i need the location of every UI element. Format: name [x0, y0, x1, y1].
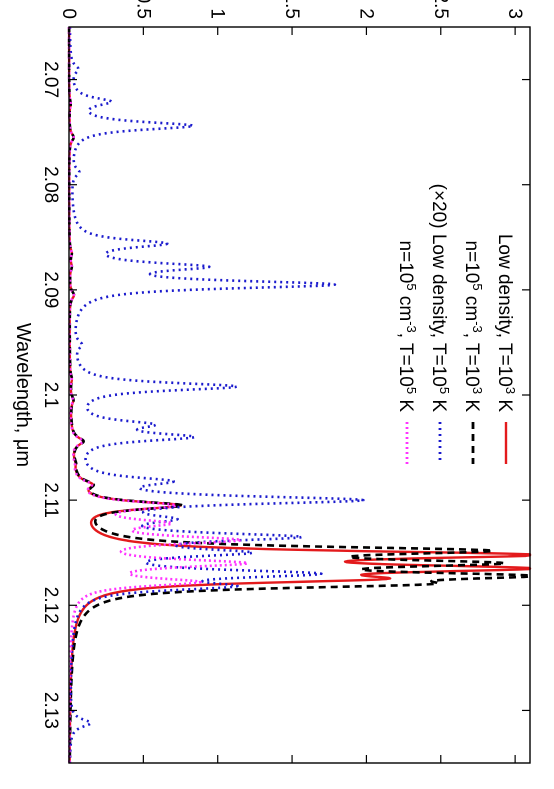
x-tick-label: 2.1: [40, 382, 61, 408]
rotated-plot-group: 2.07 2.08 2.09 2.1 2.11 2.12 2.13 0 0.5 1 1.5 2 2.5…: [12, 0, 532, 764]
legend-label-2: n=105 cm-3, T=103 K: [461, 241, 486, 413]
x-tick-label: 2.12: [40, 587, 61, 624]
x-axis-title: Wavelength, μm: [12, 323, 34, 467]
x-tick-label: 2.07: [40, 61, 61, 98]
y-tick-label: 2: [355, 8, 376, 19]
series-line-2: [67, 26, 532, 764]
x-tick-label: 2.11: [40, 482, 61, 518]
y-axis-ticks: 0 0.5 1 1.5 2 2.5 3: [58, 0, 525, 763]
y-tick-label: 1.5: [281, 0, 302, 19]
plot-frame: [68, 26, 531, 764]
legend-label-4: n=105 cm-3, T=105 K: [395, 241, 420, 413]
x-tick-label: 2.13: [40, 692, 61, 729]
x-tick-label: 2.08: [40, 166, 61, 203]
series-line-1: [67, 26, 532, 764]
legend-label-1: Low density, T=103 K: [494, 234, 519, 412]
series-layer: [67, 26, 532, 764]
x-tick-label: 2.09: [40, 271, 61, 308]
y-tick-label: 2.5: [430, 0, 451, 19]
y-tick-label: 0.5: [132, 0, 153, 19]
series-line-4: [67, 26, 250, 764]
legend-label-3: (×20) Low density, T=105 K: [428, 184, 453, 413]
y-tick-label: 3: [504, 8, 525, 19]
legend: Low density, T=103 K n=105 cm-3, T=103 K (…: [395, 184, 519, 464]
y-tick-label: 0: [58, 8, 79, 19]
y-tick-label: 1: [207, 8, 228, 19]
x-axis-ticks: 2.07 2.08 2.09 2.1 2.11 2.12 2.13: [40, 61, 530, 729]
series-line-3: [68, 26, 365, 764]
